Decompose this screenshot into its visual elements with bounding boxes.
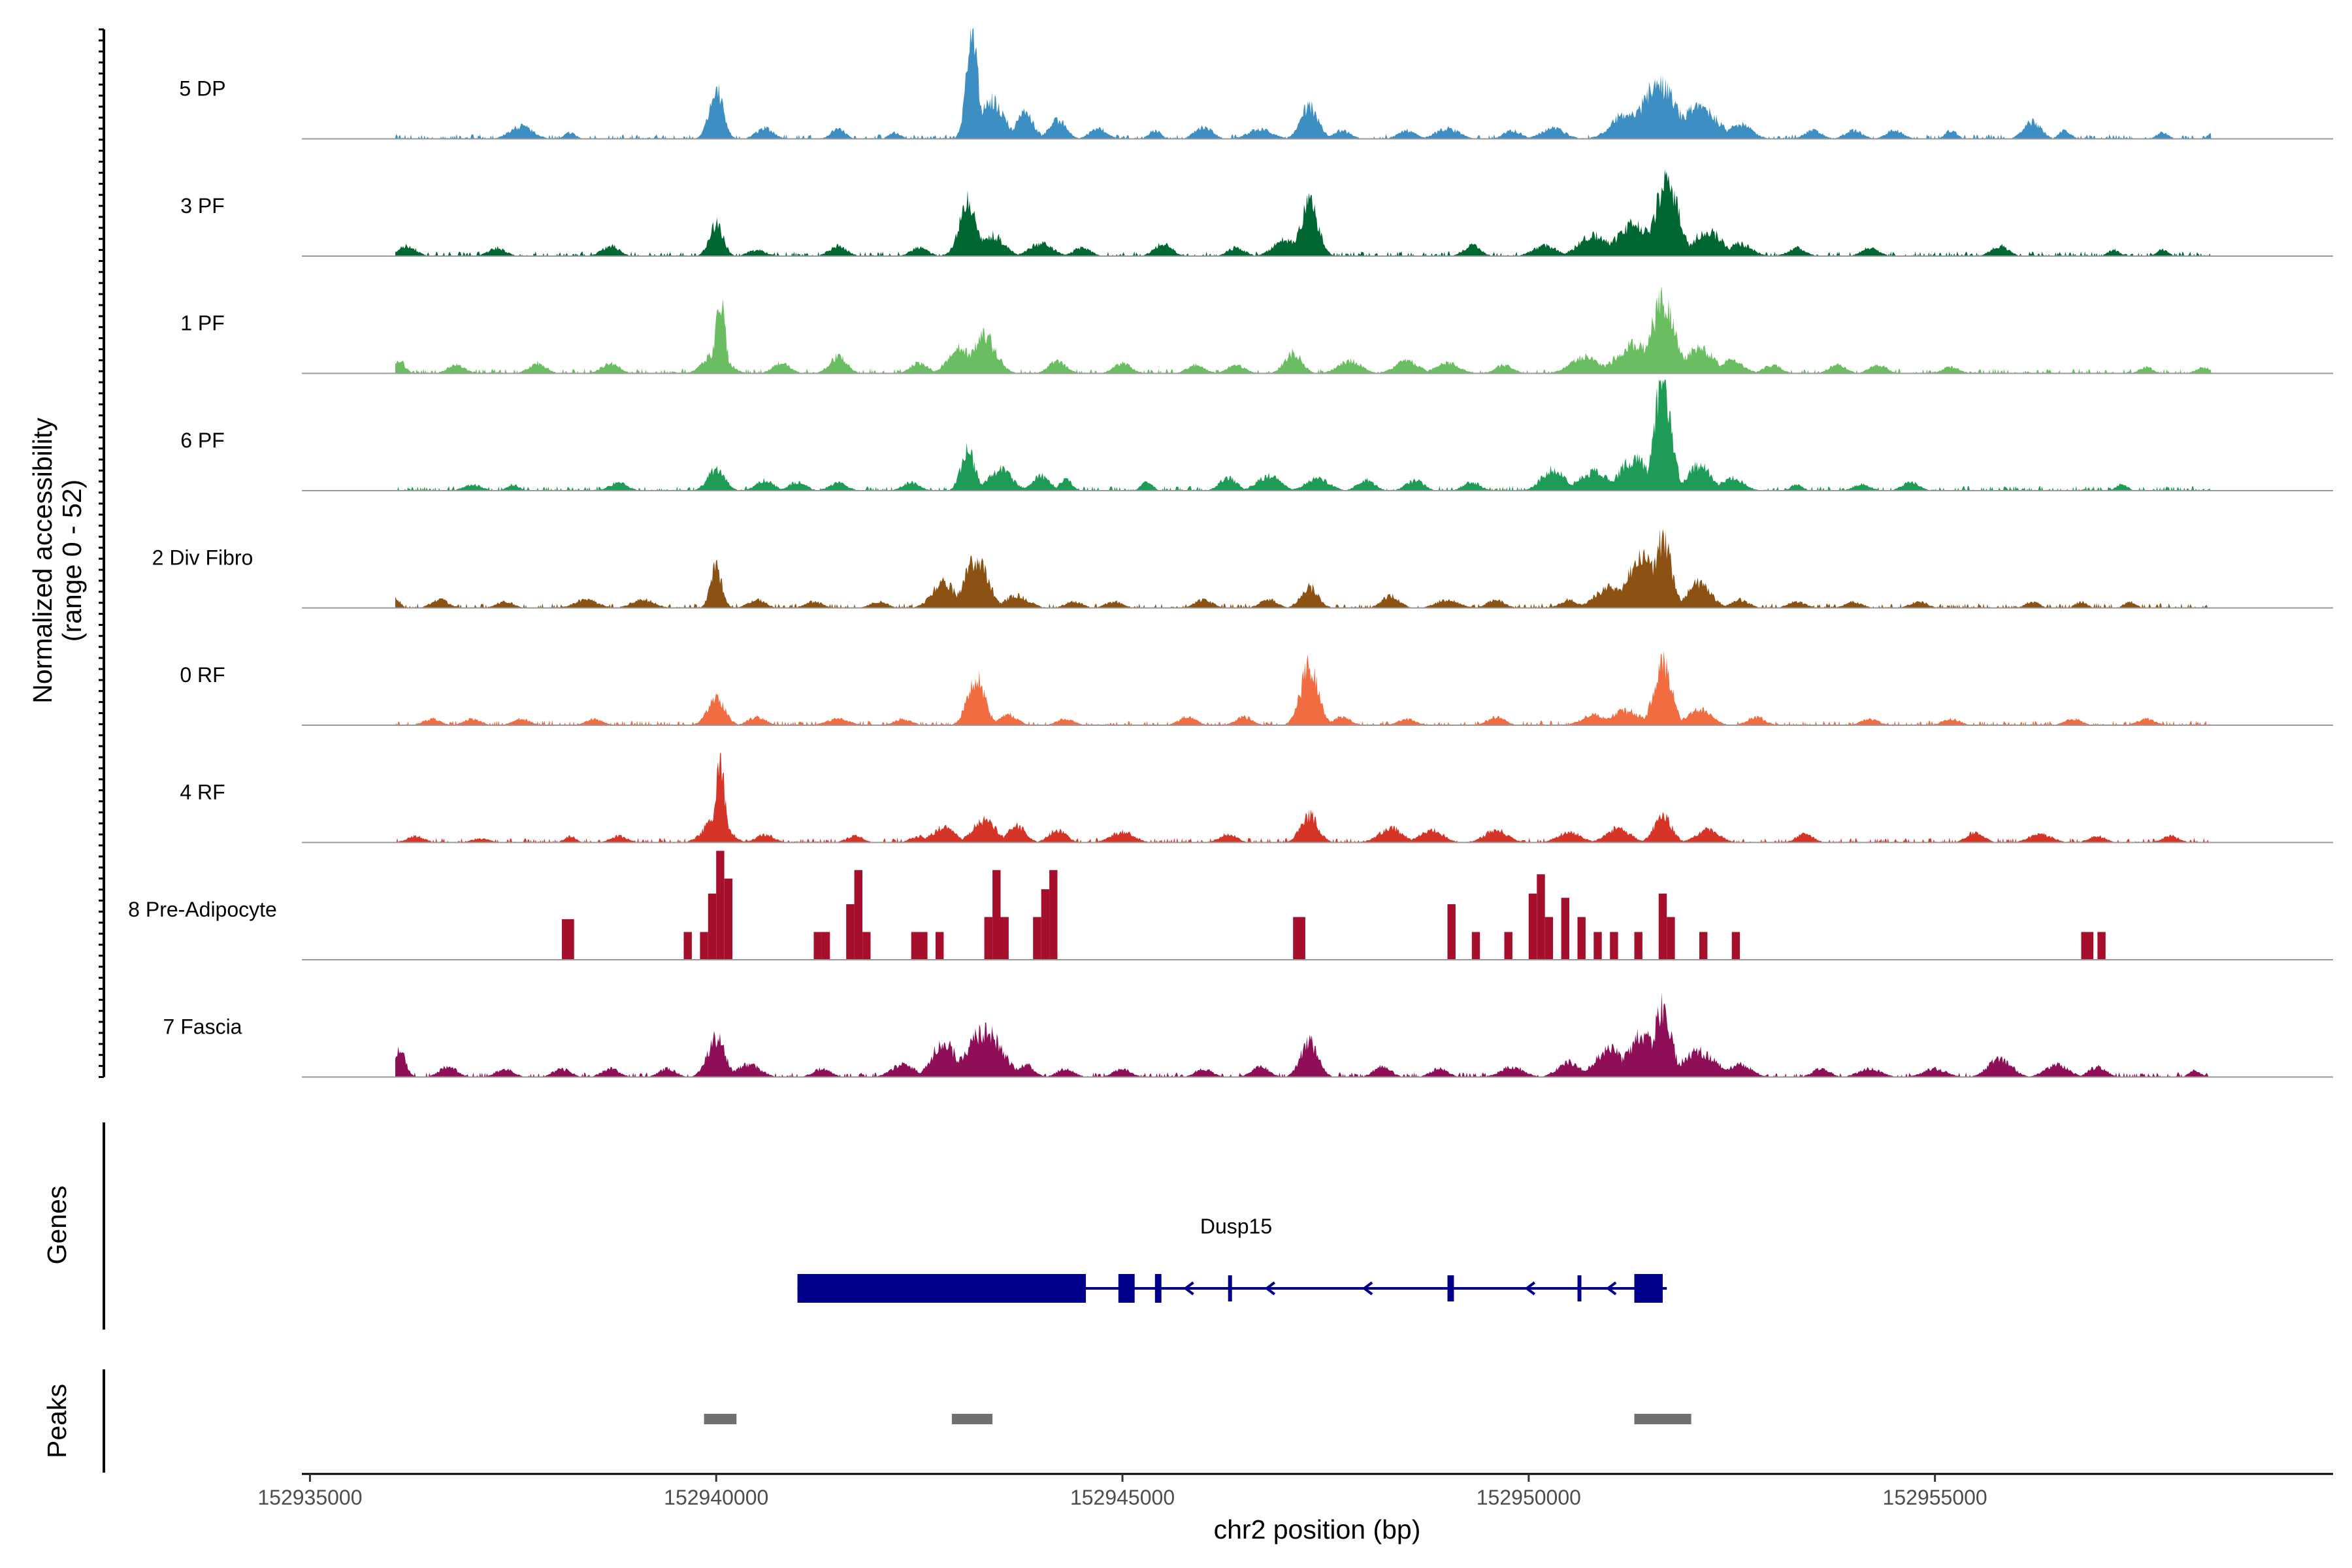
coverage-bar-8-pre-adipocyte-18 — [1049, 870, 1058, 960]
peaks-track — [704, 1414, 1691, 1424]
coverage-bar-8-pre-adipocyte-10 — [862, 932, 871, 960]
coverage-area-2-div-fibro — [395, 529, 2212, 608]
coverage-bar-8-pre-adipocyte-21 — [1471, 932, 1480, 960]
peak-region-0 — [704, 1414, 737, 1424]
track-label-8-pre-adipocyte: 8 Pre-Adipocyte — [128, 898, 277, 921]
gene-exon-3 — [1228, 1275, 1232, 1301]
track-8-pre-adipocyte: 8 Pre-Adipocyte — [128, 851, 2333, 960]
coverage-bar-8-pre-adipocyte-19 — [1293, 917, 1305, 960]
y-axis-title-line2: (range 0 - 52) — [57, 480, 87, 642]
coverage-bar-8-pre-adipocyte-33 — [1699, 932, 1708, 960]
coverage-bar-8-pre-adipocyte-36 — [2097, 932, 2106, 960]
coverage-bar-8-pre-adipocyte-7 — [821, 932, 830, 960]
strand-arrow-0 — [1183, 1281, 1194, 1296]
x-axis: 152935000 152940000 152945000 152950000 1529… — [257, 1474, 1987, 1509]
track-4-rf: 4 RF — [180, 752, 2333, 843]
track-7-fascia: 7 Fascia — [163, 992, 2333, 1078]
coverage-bar-8-pre-adipocyte-23 — [1528, 893, 1537, 960]
gene-exon-5 — [1577, 1275, 1582, 1301]
x-tick-label-3: 152950000 — [1477, 1486, 1581, 1509]
coverage-area-6-pf — [395, 380, 2212, 491]
x-tick-label-0: 152935000 — [257, 1486, 362, 1509]
coverage-bar-8-pre-adipocyte-9 — [854, 870, 862, 960]
coverage-bar-8-pre-adipocyte-28 — [1593, 932, 1602, 960]
gene-exon-1 — [1118, 1274, 1135, 1303]
coverage-bar-8-pre-adipocyte-3 — [708, 893, 717, 960]
coverage-bar-8-pre-adipocyte-34 — [1731, 932, 1740, 960]
gene-track — [797, 1274, 1667, 1303]
track-0-rf: 0 RF — [180, 651, 2333, 726]
coverage-area-5-dp — [395, 27, 2212, 139]
track-5-dp: 5 DP — [179, 27, 2333, 140]
track-label-7-fascia: 7 Fascia — [163, 1015, 242, 1039]
gene-exon-2 — [1154, 1274, 1162, 1303]
coverage-area-4-rf — [395, 752, 2212, 843]
gene-exon-0 — [797, 1274, 1086, 1303]
coverage-bar-8-pre-adipocyte-16 — [1033, 917, 1041, 960]
strand-arrow-3 — [1524, 1281, 1536, 1296]
coverage-bar-8-pre-adipocyte-13 — [984, 917, 992, 960]
coverage-bar-8-pre-adipocyte-25 — [1544, 917, 1554, 960]
coverage-bar-8-pre-adipocyte-30 — [1634, 932, 1642, 960]
x-tick-label-4: 152955000 — [1883, 1486, 1987, 1509]
gene-exon-6 — [1634, 1274, 1663, 1303]
coverage-bar-8-pre-adipocyte-32 — [1667, 917, 1675, 960]
coverage-bar-8-pre-adipocyte-5 — [724, 878, 733, 960]
coverage-bar-8-pre-adipocyte-6 — [813, 932, 822, 960]
coverage-bar-8-pre-adipocyte-12 — [936, 932, 944, 960]
peaks-track-title: Peaks — [42, 1384, 72, 1458]
track-label-3-pf: 3 PF — [180, 194, 225, 218]
coverage-bar-8-pre-adipocyte-26 — [1561, 898, 1569, 960]
coverage-area-0-rf — [395, 651, 2212, 725]
coverage-bar-8-pre-adipocyte-29 — [1610, 932, 1618, 960]
y-axis — [99, 28, 105, 1078]
coverage-bar-8-pre-adipocyte-35 — [2081, 932, 2094, 960]
gene-label: Dusp15 — [1200, 1215, 1272, 1238]
peak-region-2 — [1634, 1414, 1691, 1424]
strand-arrow-1 — [1264, 1281, 1276, 1296]
strand-arrow-2 — [1362, 1281, 1373, 1296]
strand-arrow-4 — [1605, 1281, 1617, 1296]
coverage-area-7-fascia — [395, 992, 2212, 1077]
coverage-bar-8-pre-adipocyte-2 — [700, 932, 708, 960]
coverage-bar-8-pre-adipocyte-27 — [1577, 917, 1586, 960]
track-label-5-dp: 5 DP — [179, 77, 225, 101]
track-1-pf: 1 PF — [180, 286, 2333, 374]
coverage-area-3-pf — [395, 169, 2212, 256]
coverage-bar-8-pre-adipocyte-11 — [911, 932, 928, 960]
coverage-area-1-pf — [395, 286, 2212, 374]
coverage-bar-8-pre-adipocyte-15 — [1000, 917, 1009, 960]
track-6-pf: 6 PF — [180, 380, 2333, 491]
track-label-2-div-fibro: 2 Div Fibro — [152, 546, 253, 570]
x-tick-label-1: 152940000 — [664, 1486, 768, 1509]
track-3-pf: 3 PF — [180, 169, 2333, 257]
track-2-div-fibro: 2 Div Fibro — [152, 529, 2333, 609]
track-label-4-rf: 4 RF — [180, 781, 225, 804]
coverage-bar-8-pre-adipocyte-20 — [1447, 904, 1456, 960]
coverage-bar-8-pre-adipocyte-24 — [1537, 874, 1545, 960]
coverage-bar-8-pre-adipocyte-17 — [1041, 889, 1050, 960]
coverage-bar-8-pre-adipocyte-22 — [1504, 932, 1512, 960]
coverage-bar-8-pre-adipocyte-1 — [683, 932, 692, 960]
track-label-6-pf: 6 PF — [180, 429, 225, 452]
coverage-tracks: 5 DP 3 PF 1 PF 6 PF 2 Div Fibro 0 RF 4 RF 8 Pre… — [128, 27, 2333, 1078]
coverage-bar-8-pre-adipocyte-8 — [846, 904, 855, 960]
peak-region-1 — [951, 1414, 993, 1424]
track-label-0-rf: 0 RF — [180, 663, 225, 687]
genes-track-title: Genes — [42, 1186, 72, 1265]
coverage-bar-8-pre-adipocyte-4 — [716, 851, 725, 960]
coverage-bar-8-pre-adipocyte-14 — [992, 870, 1001, 960]
x-tick-label-2: 152945000 — [1070, 1486, 1175, 1509]
coverage-bar-8-pre-adipocyte-31 — [1658, 893, 1667, 960]
coverage-bar-8-pre-adipocyte-0 — [562, 919, 574, 960]
y-axis-title-line1: Normalized accessibility — [27, 417, 57, 704]
x-axis-title: chr2 position (bp) — [1214, 1514, 1421, 1544]
track-label-1-pf: 1 PF — [180, 312, 225, 335]
gene-exon-4 — [1447, 1275, 1454, 1301]
